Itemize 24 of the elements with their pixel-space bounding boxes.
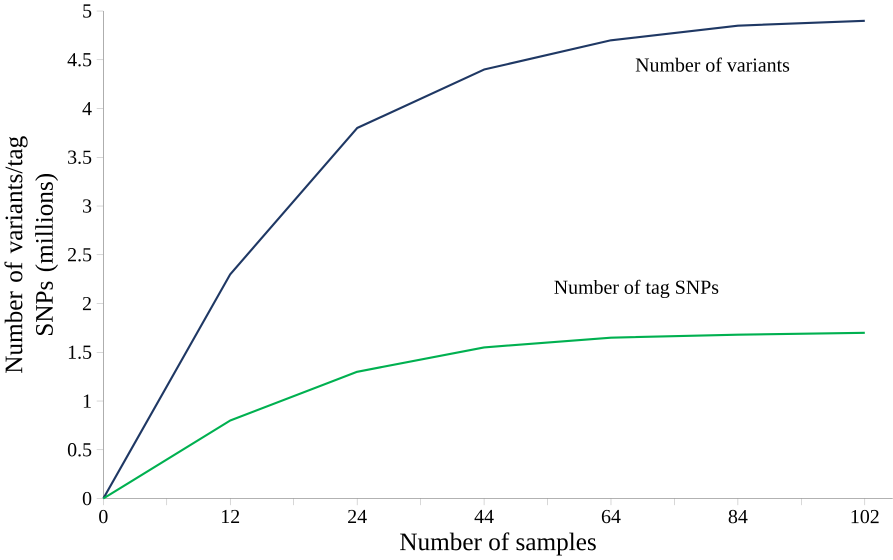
y-tick-label: 3 bbox=[83, 199, 92, 213]
y-tick-label: 5 bbox=[83, 4, 92, 18]
x-tick-label: 44 bbox=[474, 510, 494, 523]
y-tick-label: 4.5 bbox=[68, 53, 92, 67]
x-tick-label: 64 bbox=[602, 510, 621, 524]
y-tick-label: 0.5 bbox=[68, 443, 92, 457]
line-series bbox=[102, 20, 866, 500]
y-tick-label: 3.5 bbox=[68, 150, 92, 164]
x-tick-label: 12 bbox=[222, 510, 240, 524]
y-tick-label: 0 bbox=[82, 492, 92, 506]
line-series bbox=[102, 332, 866, 500]
x-tick-label: 0 bbox=[99, 510, 108, 524]
x-tick-label: 24 bbox=[348, 510, 367, 524]
x-tick-label: 84 bbox=[728, 510, 748, 524]
series-label: Number of variants bbox=[636, 58, 790, 72]
y-tick-label: 1.5 bbox=[68, 346, 92, 360]
y-tick-label: 2 bbox=[82, 296, 91, 310]
x-tick-label: 102 bbox=[852, 510, 879, 524]
x-axis-title: Number of samples bbox=[400, 532, 596, 556]
y-tick-label: 1 bbox=[84, 394, 91, 408]
series-label: Number of tag SNPs bbox=[554, 280, 718, 298]
y-tick-label: 2.5 bbox=[68, 248, 92, 262]
y-axis-title: Number of variants/tag SNPs (millions) bbox=[4, 136, 58, 374]
y-tick-label: 4 bbox=[82, 102, 92, 116]
